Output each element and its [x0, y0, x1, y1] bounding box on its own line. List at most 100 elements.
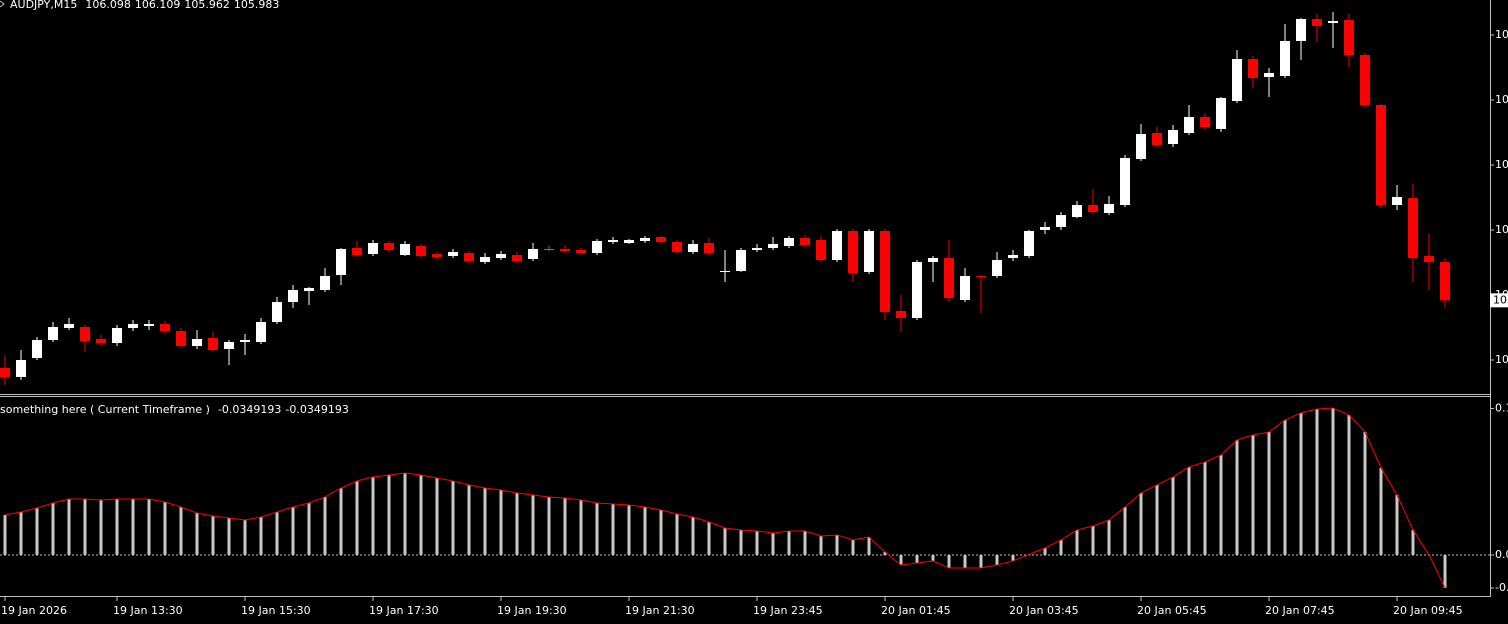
price-marker-box [1490, 293, 1508, 308]
candle-body [912, 262, 922, 318]
histogram-bar [1443, 554, 1447, 588]
candle-body [800, 238, 810, 245]
histogram-bar [435, 477, 439, 555]
candle-body [960, 276, 970, 300]
histogram-bar [1395, 494, 1399, 555]
x-tick-label: 19 Jan 23:45 [753, 604, 823, 617]
indicator-value: -0.0349193 [285, 403, 348, 416]
candle-body [464, 253, 474, 261]
candle-body [560, 249, 570, 251]
candle-body [640, 238, 650, 241]
candle-body [1008, 255, 1018, 258]
candle-body [592, 241, 602, 253]
x-tick-label: 19 Jan 2026 [1, 604, 67, 617]
price-marker-label: 10 [1493, 293, 1507, 306]
histogram-bar [163, 501, 167, 555]
x-tick-label: 20 Jan 07:45 [1265, 604, 1335, 617]
candle-body [160, 324, 170, 331]
candle-body [976, 276, 986, 277]
candle-body [1328, 21, 1338, 23]
y-tick-label: 0.1 [1495, 402, 1508, 415]
histogram-bar [179, 506, 183, 555]
candle-body [112, 328, 122, 343]
candle-body [1440, 262, 1450, 301]
histogram-bar [35, 508, 39, 555]
candle-body [208, 338, 218, 350]
histogram-bar [739, 529, 743, 555]
symbol-icon [0, 0, 5, 8]
candle-body [16, 360, 26, 377]
candle-body [96, 339, 106, 343]
candle-body [0, 368, 10, 377]
candle-body [720, 271, 730, 272]
histogram-bar [675, 513, 679, 555]
candle-body [608, 240, 618, 242]
histogram-bar [243, 520, 247, 555]
candle-body [32, 340, 42, 358]
histogram-bar [99, 499, 103, 555]
histogram-bar [755, 530, 759, 555]
histogram-bar [1107, 520, 1111, 555]
candle-body [816, 240, 826, 260]
candle-body [928, 258, 938, 262]
histogram-bar [579, 499, 583, 555]
histogram-bar [787, 530, 791, 555]
candle-body [1072, 205, 1082, 217]
candle-body [688, 244, 698, 252]
y-tick-label: 10 [1495, 158, 1508, 171]
candle-body [368, 243, 378, 254]
histogram-bar [1011, 554, 1015, 561]
histogram-bar [915, 554, 919, 564]
main-header: AUDJPY,M15 106.098 106.109 105.962 105.983 [10, 0, 279, 11]
histogram-bar [467, 484, 471, 555]
candle-body [80, 327, 90, 341]
y-tick-label: -0. [1495, 581, 1508, 594]
indicator-title: something here ( Current Timeframe ) [0, 403, 210, 416]
y-tick-label: 10 [1495, 223, 1508, 236]
candle-body [496, 254, 506, 258]
candle-body [1120, 158, 1130, 205]
candle-body [656, 237, 666, 242]
histogram-bar [1379, 467, 1383, 555]
histogram-bar [371, 477, 375, 555]
candle-body [48, 327, 58, 340]
histogram-bar [1075, 529, 1079, 555]
histogram-bar [1299, 412, 1303, 555]
histogram-bar [275, 511, 279, 555]
histogram-bar [419, 474, 423, 555]
candle-body [144, 324, 154, 326]
histogram-bar [659, 510, 663, 555]
histogram-bar [323, 496, 327, 555]
histogram-bar [1347, 415, 1351, 555]
y-tick-label: 0.0 [1495, 548, 1508, 561]
histogram-bar [147, 498, 151, 555]
histogram-bar [819, 535, 823, 555]
candle-body [848, 231, 858, 273]
x-tick-label: 20 Jan 09:45 [1393, 604, 1463, 617]
candle-body [352, 248, 362, 255]
candle-body [176, 331, 186, 346]
histogram-bar [835, 534, 839, 555]
histogram-bar [1155, 484, 1159, 555]
candle-body [400, 244, 410, 255]
candle-body [288, 290, 298, 302]
histogram-bar [115, 498, 119, 555]
histogram-bar [403, 472, 407, 555]
candle-body [736, 250, 746, 271]
candle-body [896, 311, 906, 318]
candle-body [528, 249, 538, 259]
histogram-bar [1187, 467, 1191, 555]
candle-body [1152, 133, 1162, 145]
histogram-bar [291, 506, 295, 555]
candle-body [672, 242, 682, 252]
histogram-bar [531, 494, 535, 555]
candle-body [704, 243, 714, 253]
open-value: 106.098 [85, 0, 131, 11]
candle-body [128, 324, 138, 328]
histogram-bar [643, 506, 647, 555]
candle-body [192, 339, 202, 346]
high-value: 106.109 [135, 0, 181, 11]
histogram-bar [131, 498, 135, 555]
candle-body [1360, 55, 1370, 105]
